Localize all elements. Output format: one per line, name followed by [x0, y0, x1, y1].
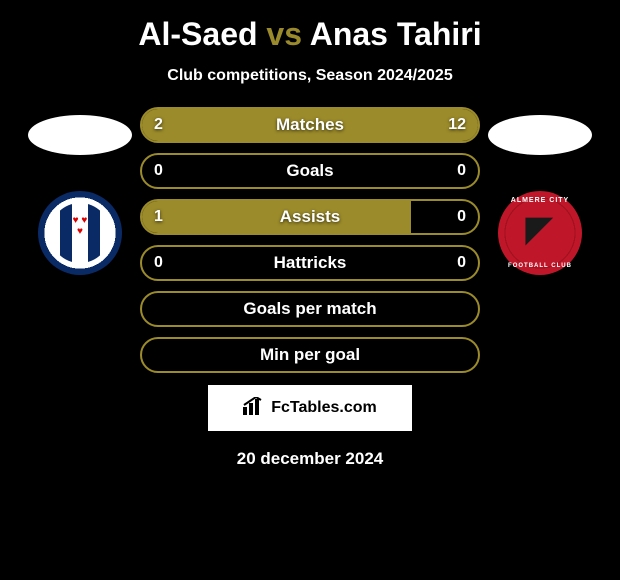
almere-ring-top: ALMERE CITY: [498, 197, 582, 204]
stat-row: Goals per match: [140, 291, 480, 327]
stat-label: Hattricks: [274, 253, 347, 273]
stat-left-value: 1: [154, 208, 163, 226]
stat-left-value: 2: [154, 116, 163, 134]
stat-label: Matches: [276, 115, 344, 135]
stat-label: Goals per match: [243, 299, 376, 319]
stat-row: Min per goal: [140, 337, 480, 373]
stat-row: 1 0 Assists: [140, 199, 480, 235]
subtitle: Club competitions, Season 2024/2025: [167, 67, 452, 85]
stat-right-value: 12: [448, 116, 466, 134]
stat-right-value: 0: [457, 254, 466, 272]
stat-right-value: 0: [457, 162, 466, 180]
fctables-chart-icon: [243, 397, 265, 420]
brand-footer: FcTables.com: [208, 385, 412, 431]
stat-fill-left: [142, 109, 189, 141]
stat-fill-left: [142, 201, 411, 233]
stat-label: Goals: [286, 161, 333, 181]
footer-date: 20 december 2024: [237, 449, 384, 469]
page-title: Al-Saed vs Anas Tahiri: [138, 16, 481, 53]
comparison-content: ♥ ♥♥ 2 12 Matches 0 0 Goals 1 0 Assists 0 0 Hattric…: [20, 107, 600, 373]
player2-club-logo: ALMERE CITY ◤ FOOTBALL CLUB: [498, 191, 582, 275]
player2-photo-placeholder: [488, 115, 592, 155]
player1-photo-placeholder: [28, 115, 132, 155]
stat-right-value: 0: [457, 208, 466, 226]
player1-club-logo: ♥ ♥♥: [38, 191, 122, 275]
stat-row: 0 0 Goals: [140, 153, 480, 189]
brand-text: FcTables.com: [271, 399, 377, 417]
stat-label: Min per goal: [260, 345, 360, 365]
almere-ring-bottom: FOOTBALL CLUB: [498, 263, 582, 269]
heerenveen-hearts-icon: ♥ ♥♥: [38, 215, 122, 237]
vs-text: vs: [266, 16, 302, 52]
stat-bars: 2 12 Matches 0 0 Goals 1 0 Assists 0 0 Hattricks Goa…: [140, 107, 480, 373]
player2-column: ALMERE CITY ◤ FOOTBALL CLUB: [480, 107, 600, 275]
stat-row: 0 0 Hattricks: [140, 245, 480, 281]
player2-name: Anas Tahiri: [310, 16, 482, 52]
stat-left-value: 0: [154, 254, 163, 272]
stat-row: 2 12 Matches: [140, 107, 480, 143]
player1-column: ♥ ♥♥: [20, 107, 140, 275]
player1-name: Al-Saed: [138, 16, 257, 52]
stat-label: Assists: [280, 207, 340, 227]
almere-bird-icon: ◤: [526, 209, 552, 249]
stat-left-value: 0: [154, 162, 163, 180]
